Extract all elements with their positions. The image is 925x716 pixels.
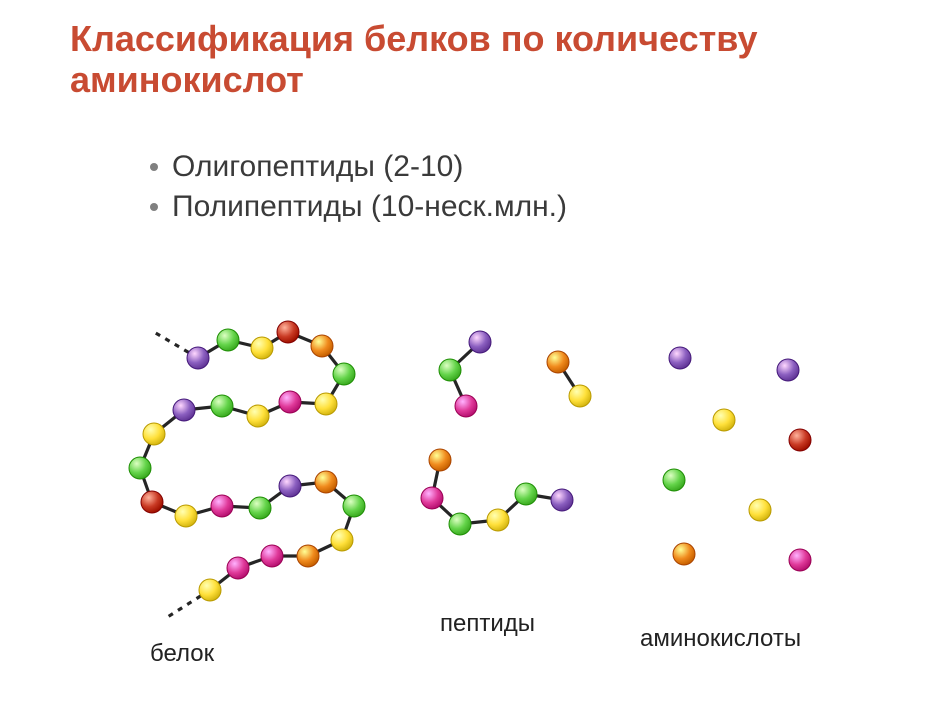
bullet-list: Олигопептиды (2-10) Полипептиды (10-неск… xyxy=(150,150,567,230)
list-item: Олигопептиды (2-10) xyxy=(150,150,567,184)
diagram-label-aminoacids: аминокислоты xyxy=(640,625,801,653)
bullet-text: Полипептиды (10-неск.млн.) xyxy=(172,190,567,224)
bullet-icon xyxy=(150,203,158,211)
title-text: Классификация белков по количеству амино… xyxy=(70,18,758,100)
bullet-icon xyxy=(150,163,158,171)
bullet-text: Олигопептиды (2-10) xyxy=(172,150,463,184)
diagram-label-peptides: пептиды xyxy=(440,610,535,638)
list-item: Полипептиды (10-неск.млн.) xyxy=(150,190,567,224)
diagram-label-protein: белок xyxy=(150,640,214,668)
page-title: Классификация белков по количеству амино… xyxy=(70,18,885,101)
molecule-diagram xyxy=(120,310,840,660)
